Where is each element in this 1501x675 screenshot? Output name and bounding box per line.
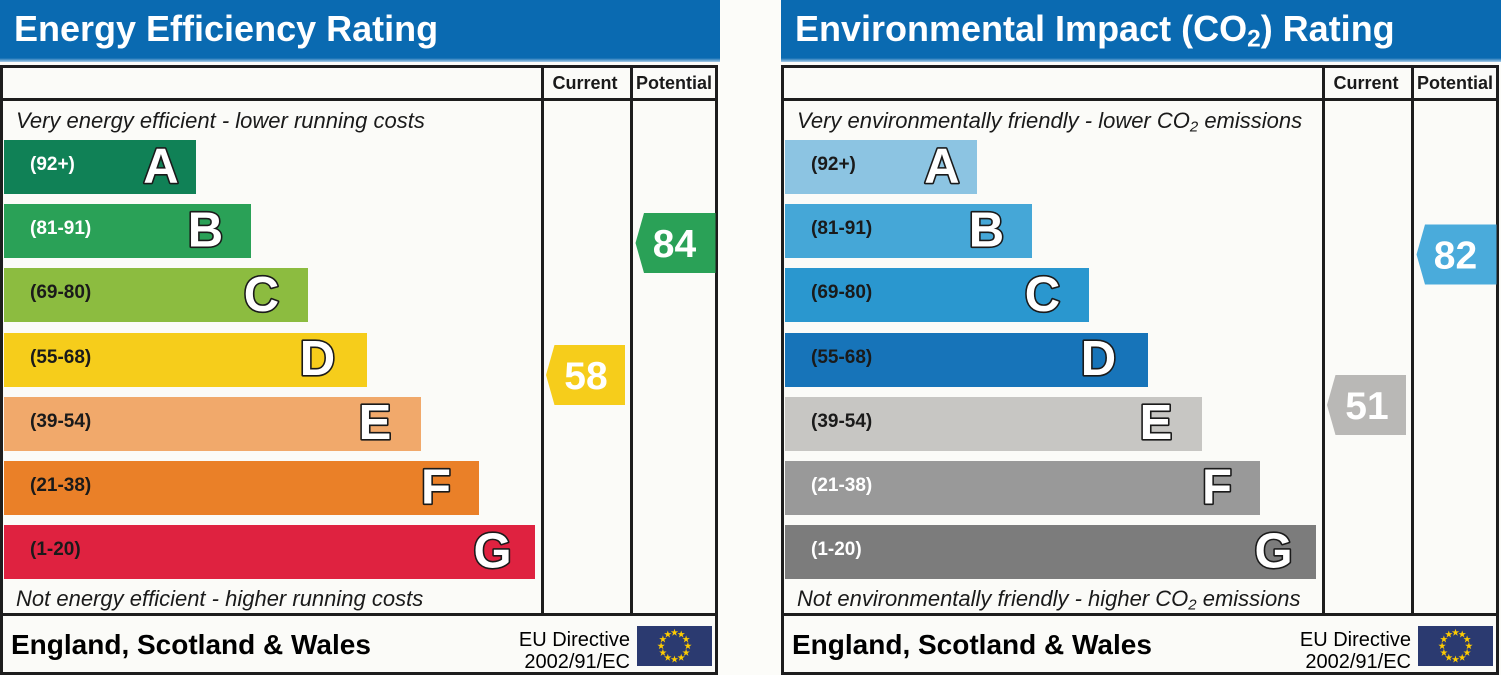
svg-text:B: B	[188, 204, 223, 258]
svg-text:B: B	[969, 204, 1004, 258]
svg-text:A: A	[143, 140, 178, 194]
svg-text:D: D	[300, 332, 335, 386]
svg-text:G: G	[1254, 525, 1292, 579]
svg-text:84: 84	[653, 223, 697, 266]
svg-text:F: F	[1202, 460, 1232, 514]
svg-text:F: F	[421, 460, 451, 514]
svg-text:82: 82	[1434, 234, 1477, 277]
svg-text:G: G	[473, 525, 511, 579]
svg-text:E: E	[1140, 396, 1173, 450]
svg-text:51: 51	[1345, 385, 1388, 428]
svg-text:C: C	[244, 268, 279, 322]
svg-text:58: 58	[564, 355, 607, 398]
svg-text:C: C	[1025, 268, 1060, 322]
svg-text:D: D	[1081, 332, 1116, 386]
svg-text:A: A	[924, 140, 959, 194]
svg-text:E: E	[359, 396, 392, 450]
